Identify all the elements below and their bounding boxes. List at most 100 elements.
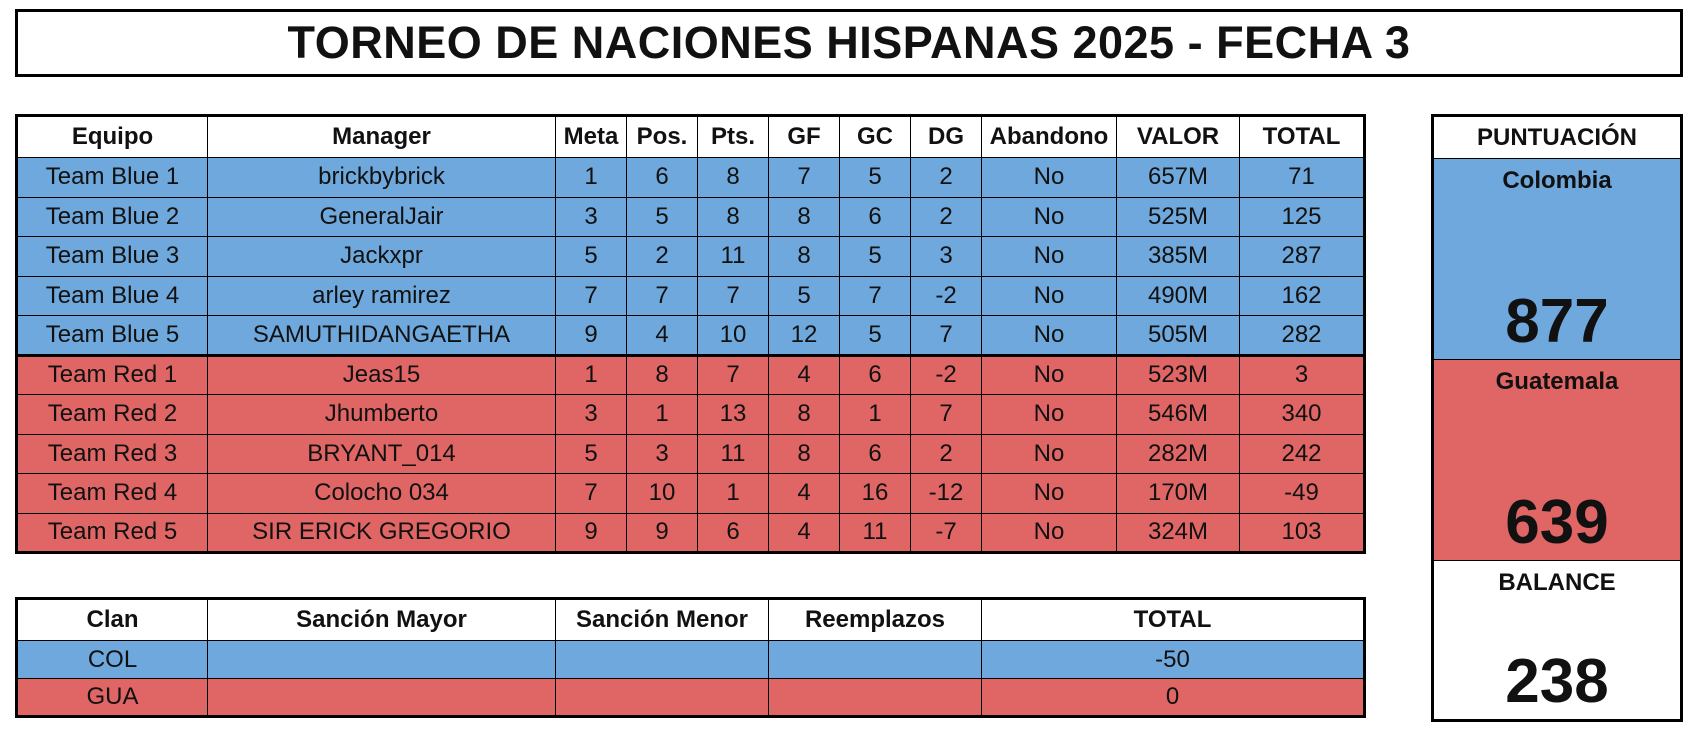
standings-row: Team Blue 2 GeneralJair 3 5 8 8 6 2 No 525M 125 — [16, 196, 1365, 237]
standings-header-valor: VALOR — [1116, 115, 1240, 158]
standings-cell-meta: 1 — [555, 354, 627, 395]
standings-cell-manager: Colocho 034 — [207, 473, 556, 514]
standings-cell-manager: brickbybrick — [207, 157, 556, 198]
sanctions-row: GUA 0 — [16, 678, 1365, 717]
standings-cell-total: 282 — [1239, 315, 1365, 357]
standings-cell-pts: 7 — [697, 275, 769, 316]
standings-cell-pos: 3 — [626, 433, 698, 474]
standings-cell-valor: 170M — [1116, 473, 1240, 514]
standings-cell-meta: 5 — [555, 236, 627, 277]
standings-cell-abandono: No — [981, 157, 1117, 198]
standings-cell-meta: 3 — [555, 394, 627, 435]
standings-cell-dg: -12 — [910, 473, 982, 514]
standings-cell-pos: 10 — [626, 473, 698, 514]
sanctions-cell-total: 0 — [981, 678, 1365, 717]
standings-cell-pts: 7 — [697, 354, 769, 395]
standings-cell-gf: 4 — [768, 512, 840, 553]
standings-cell-total: 125 — [1239, 196, 1365, 237]
standings-cell-dg: 2 — [910, 196, 982, 237]
sanctions-cell-clan: COL — [16, 640, 208, 679]
standings-header-gf: GF — [768, 115, 840, 158]
sanctions-cell-total: -50 — [981, 640, 1365, 679]
standings-header-manager: Manager — [207, 115, 556, 158]
standings-row: Team Red 5 SIR ERICK GREGORIO 9 9 6 4 11 -7 No 32… — [16, 512, 1365, 553]
standings-cell-dg: 7 — [910, 315, 982, 357]
standings-cell-gc: 5 — [839, 315, 911, 357]
standings-header-pts: Pts. — [697, 115, 769, 158]
standings-header-abandono: Abandono — [981, 115, 1117, 158]
standings-row: Team Red 2 Jhumberto 3 1 13 8 1 7 No 546M 340 — [16, 394, 1365, 435]
standings-header-dg: DG — [910, 115, 982, 158]
sanctions-header-clan: Clan — [16, 598, 208, 641]
standings-cell-abandono: No — [981, 275, 1117, 316]
standings-cell-meta: 3 — [555, 196, 627, 237]
standings-cell-manager: GeneralJair — [207, 196, 556, 237]
standings-cell-gc: 6 — [839, 433, 911, 474]
standings-cell-gf: 4 — [768, 354, 840, 395]
standings-cell-valor: 505M — [1116, 315, 1240, 357]
standings-cell-manager: Jeas15 — [207, 354, 556, 395]
standings-cell-pos: 2 — [626, 236, 698, 277]
standings-table: Equipo Manager Meta Pos. Pts. GF GC DG Abandono V… — [15, 114, 1366, 554]
standings-cell-dg: -7 — [910, 512, 982, 553]
standings-cell-total: -49 — [1239, 473, 1365, 514]
standings-cell-gf: 5 — [768, 275, 840, 316]
standings-cell-gf: 7 — [768, 157, 840, 198]
standings-header-equipo: Equipo — [16, 115, 208, 158]
guatemala-score: 639 — [1505, 488, 1609, 557]
standings-cell-total: 103 — [1239, 512, 1365, 553]
guatemala-label: Guatemala — [1495, 368, 1619, 395]
standings-cell-pts: 11 — [697, 236, 769, 277]
standings-cell-abandono: No — [981, 433, 1117, 474]
colombia-score: 877 — [1505, 287, 1609, 356]
standings-cell-gc: 11 — [839, 512, 911, 553]
standings-cell-gf: 12 — [768, 315, 840, 357]
standings-cell-equipo: Team Red 3 — [16, 433, 208, 474]
standings-cell-valor: 546M — [1116, 394, 1240, 435]
sanctions-table: Clan Sanción Mayor Sanción Menor Reemplazos… — [15, 597, 1366, 718]
standings-cell-pts: 13 — [697, 394, 769, 435]
standings-cell-abandono: No — [981, 236, 1117, 277]
colombia-score-block: Colombia 877 — [1434, 159, 1680, 360]
standings-cell-manager: Jhumberto — [207, 394, 556, 435]
standings-cell-pos: 9 — [626, 512, 698, 553]
standings-cell-manager: SAMUTHIDANGAETHA — [207, 315, 556, 357]
standings-header-gc: GC — [839, 115, 911, 158]
sanctions-header-total: TOTAL — [981, 598, 1365, 641]
standings-cell-total: 340 — [1239, 394, 1365, 435]
standings-cell-total: 162 — [1239, 275, 1365, 316]
standings-row: Team Blue 3 Jackxpr 5 2 11 8 5 3 No 385M 287 — [16, 236, 1365, 277]
balance-value: 238 — [1505, 647, 1609, 716]
standings-row: Team Red 1 Jeas15 1 8 7 4 6 -2 No 523M 3 — [16, 354, 1365, 395]
sanctions-cell-reemplazos — [768, 678, 982, 717]
standings-cell-pos: 5 — [626, 196, 698, 237]
sanctions-cell-sancion-mayor — [207, 678, 556, 717]
standings-cell-total: 71 — [1239, 157, 1365, 198]
sanctions-header-row: Clan Sanción Mayor Sanción Menor Reemplazos… — [16, 598, 1365, 641]
standings-cell-manager: SIR ERICK GREGORIO — [207, 512, 556, 553]
standings-header-total: TOTAL — [1239, 115, 1365, 158]
standings-cell-equipo: Team Red 2 — [16, 394, 208, 435]
standings-cell-abandono: No — [981, 354, 1117, 395]
standings-cell-abandono: No — [981, 512, 1117, 553]
standings-cell-meta: 7 — [555, 275, 627, 316]
standings-cell-equipo: Team Blue 2 — [16, 196, 208, 237]
standings-cell-equipo: Team Red 4 — [16, 473, 208, 514]
standings-cell-equipo: Team Blue 3 — [16, 236, 208, 277]
standings-row: Team Red 4 Colocho 034 7 10 1 4 16 -12 No 170M -49 — [16, 473, 1365, 514]
standings-cell-valor: 324M — [1116, 512, 1240, 553]
standings-cell-pos: 4 — [626, 315, 698, 357]
balance-block: BALANCE 238 — [1434, 561, 1680, 719]
sanctions-cell-sancion-menor — [555, 640, 769, 679]
standings-cell-valor: 490M — [1116, 275, 1240, 316]
colombia-label: Colombia — [1502, 167, 1612, 194]
sanctions-header-sancion-mayor: Sanción Mayor — [207, 598, 556, 641]
sanctions-cell-sancion-mayor — [207, 640, 556, 679]
sanctions-cell-clan: GUA — [16, 678, 208, 717]
sanctions-cell-reemplazos — [768, 640, 982, 679]
standings-cell-gc: 5 — [839, 236, 911, 277]
standings-cell-pts: 11 — [697, 433, 769, 474]
standings-cell-manager: BRYANT_014 — [207, 433, 556, 474]
standings-cell-dg: -2 — [910, 275, 982, 316]
standings-cell-pts: 1 — [697, 473, 769, 514]
